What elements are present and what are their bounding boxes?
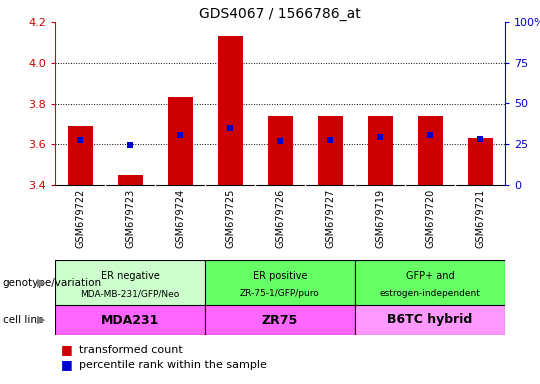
Text: MDA231: MDA231 <box>101 313 159 326</box>
Bar <box>205 305 355 335</box>
Bar <box>205 260 355 305</box>
Text: B6TC hybrid: B6TC hybrid <box>387 313 472 326</box>
Text: MDA-MB-231/GFP/Neo: MDA-MB-231/GFP/Neo <box>80 289 180 298</box>
Bar <box>267 116 293 185</box>
Text: ▶: ▶ <box>37 315 46 325</box>
Text: transformed count: transformed count <box>79 345 183 355</box>
Text: estrogen-independent: estrogen-independent <box>380 289 481 298</box>
Text: GSM679727: GSM679727 <box>325 189 335 248</box>
Text: cell line: cell line <box>3 315 43 325</box>
Text: ER negative: ER negative <box>100 271 159 281</box>
Bar <box>55 305 205 335</box>
Text: ER positive: ER positive <box>253 271 307 281</box>
Text: GSM679724: GSM679724 <box>175 189 185 248</box>
Bar <box>355 305 505 335</box>
Text: GSM679722: GSM679722 <box>75 189 85 248</box>
Text: ■: ■ <box>60 344 72 356</box>
Bar <box>368 116 393 185</box>
Text: genotype/variation: genotype/variation <box>3 278 102 288</box>
Text: GSM679720: GSM679720 <box>425 189 435 248</box>
Text: ■: ■ <box>60 359 72 371</box>
Text: ZR-75-1/GFP/puro: ZR-75-1/GFP/puro <box>240 289 320 298</box>
Text: percentile rank within the sample: percentile rank within the sample <box>79 360 267 370</box>
Bar <box>468 138 492 185</box>
Title: GDS4067 / 1566786_at: GDS4067 / 1566786_at <box>199 7 361 21</box>
Bar <box>167 98 192 185</box>
Bar <box>318 116 342 185</box>
Text: ▶: ▶ <box>37 278 46 288</box>
Text: GSM679721: GSM679721 <box>475 189 485 248</box>
Text: GFP+ and: GFP+ and <box>406 271 454 281</box>
Bar <box>218 36 242 185</box>
Text: GSM679723: GSM679723 <box>125 189 135 248</box>
Bar <box>55 260 205 305</box>
Bar <box>68 126 92 185</box>
Bar <box>355 260 505 305</box>
Bar <box>118 175 143 185</box>
Text: ZR75: ZR75 <box>262 313 298 326</box>
Text: GSM679725: GSM679725 <box>225 189 235 248</box>
Bar <box>417 116 442 185</box>
Text: GSM679726: GSM679726 <box>275 189 285 248</box>
Text: GSM679719: GSM679719 <box>375 189 385 248</box>
